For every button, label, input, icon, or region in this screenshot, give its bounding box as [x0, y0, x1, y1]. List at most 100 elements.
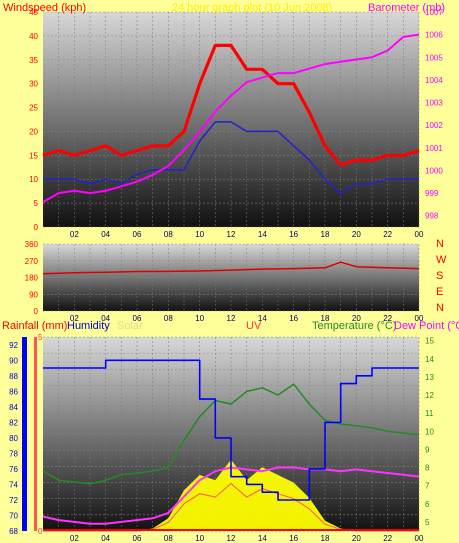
top-x-tick-label: 02	[70, 230, 79, 239]
temperature-tick-label: 13	[425, 373, 434, 382]
windspeed-tick-label: 40	[29, 32, 38, 41]
barometer-tick-label: 1007	[425, 8, 443, 17]
top-x-tick-label: 00	[415, 230, 424, 239]
direction-letter-s: S	[436, 270, 444, 282]
mid-x-tick-label: 16	[289, 314, 298, 323]
top-x-tick-label: 06	[133, 230, 142, 239]
mid-x-tick-label: 06	[133, 314, 142, 323]
mid-x-tick-label: 04	[101, 314, 110, 323]
humidity-tick-label: 90	[9, 356, 18, 365]
humidity-tick-label: 92	[9, 341, 18, 350]
temperature-tick-label: 9	[425, 445, 430, 454]
rain-tick-label: 5	[38, 333, 43, 342]
temperature-tick-label: 15	[425, 337, 434, 346]
mid-x-tick-label: 22	[383, 314, 392, 323]
dew-point-axis-label: Dew Point (°C)	[394, 320, 459, 332]
barometer-tick-label: 999	[425, 189, 439, 198]
wind-average-line	[43, 121, 419, 195]
bottom-x-tick-label: 04	[101, 534, 110, 543]
wind-direction-line	[42, 261, 420, 275]
bottom-x-tick-label: 18	[321, 534, 330, 543]
mid-x-tick-label: 08	[164, 314, 173, 323]
bottom-x-tick-label: 16	[289, 534, 298, 543]
direction-letter-e: E	[436, 286, 444, 298]
temperature-line	[42, 383, 420, 485]
temperature-tick-label: 10	[425, 427, 434, 436]
windspeed-tick-label: 35	[29, 56, 38, 65]
bottom-x-tick-label: 22	[383, 534, 392, 543]
temperature-tick-label: 8	[425, 464, 430, 473]
temperature-tick-label: 12	[425, 391, 434, 400]
windspeed-tick-label: 15	[29, 151, 38, 160]
barometer-tick-label: 1002	[425, 121, 443, 130]
solar-scale-bar	[22, 337, 27, 531]
bottom-x-tick-label: 08	[164, 534, 173, 543]
direction-letter-n: N	[436, 238, 444, 250]
chart-title: 24 hour graph plot (10 Jun 2008)	[172, 2, 333, 14]
barometer-axis-label: Barometer (mb)	[368, 2, 446, 14]
humidity-tick-label: 78	[9, 449, 18, 458]
windspeed-tick-label: 30	[29, 80, 38, 89]
mid-x-tick-label: 12	[227, 314, 236, 323]
direction-tick-label: 270	[25, 257, 39, 266]
direction-tick-label: 180	[25, 274, 39, 283]
bottom-x-tick-label: 14	[258, 534, 267, 543]
barometer-tick-label: 1004	[425, 76, 443, 85]
top-x-tick-label: 20	[352, 230, 361, 239]
top-x-tick-label: 04	[101, 230, 110, 239]
top-x-tick-label: 08	[164, 230, 173, 239]
windspeed-tick-label: 45	[29, 8, 38, 17]
mid-x-tick-label: 18	[321, 314, 330, 323]
direction-letter-w: W	[436, 254, 447, 266]
barometer-tick-label: 1006	[425, 31, 443, 40]
humidity-tick-label: 82	[9, 418, 18, 427]
direction-tick-label: 0	[34, 307, 39, 316]
temperature-axis-label: Temperature (°C)	[312, 320, 397, 332]
humidity-tick-label: 80	[9, 434, 18, 443]
barometer-tick-label: 1000	[425, 166, 443, 175]
humidity-line	[43, 359, 419, 501]
mid-x-tick-label: 00	[415, 314, 424, 323]
top-x-tick-label: 12	[227, 230, 236, 239]
windspeed-tick-label: 25	[29, 104, 38, 113]
wind-gust-line	[42, 43, 420, 167]
rain-tick-label: 0	[38, 527, 43, 536]
humidity-tick-label: 72	[9, 496, 18, 505]
temperature-tick-label: 7	[425, 482, 430, 491]
direction-letter-n-bottom: N	[436, 302, 444, 314]
rainfall-axis-label: Rainfall (mm)	[2, 320, 68, 332]
top-x-tick-label: 16	[289, 230, 298, 239]
temperature-tick-label: 14	[425, 355, 434, 364]
humidity-tick-label: 70	[9, 511, 18, 520]
uv-axis-label: UV	[246, 320, 262, 332]
bottom-x-tick-label: 00	[415, 534, 424, 543]
humidity-tick-label: 84	[9, 403, 18, 412]
mid-x-tick-label: 20	[352, 314, 361, 323]
top-x-tick-label: 10	[195, 230, 204, 239]
barometer-tick-label: 1003	[425, 99, 443, 108]
mid-x-tick-label: 02	[70, 314, 79, 323]
solar-axis-label: Solar	[117, 320, 143, 332]
barometer-tick-label: 1005	[425, 53, 443, 62]
direction-tick-label: 90	[29, 290, 38, 299]
bottom-x-tick-label: 10	[195, 534, 204, 543]
mid-x-tick-label: 10	[195, 314, 204, 323]
humidity-tick-label: 74	[9, 480, 18, 489]
windspeed-tick-label: 0	[34, 223, 39, 232]
top-x-tick-label: 18	[321, 230, 330, 239]
direction-tick-label: 360	[25, 240, 39, 249]
bottom-x-tick-label: 20	[352, 534, 361, 543]
solar-area	[43, 459, 419, 531]
windspeed-tick-label: 5	[34, 199, 39, 208]
humidity-tick-label: 76	[9, 465, 18, 474]
windspeed-axis-label: Windspeed (kph)	[3, 2, 87, 14]
bottom-x-tick-label: 06	[133, 534, 142, 543]
barometer-tick-label: 1001	[425, 144, 443, 153]
temperature-tick-label: 5	[425, 518, 430, 527]
barometer-tick-label: 998	[425, 212, 439, 221]
top-x-tick-label: 14	[258, 230, 267, 239]
humidity-tick-label: 68	[9, 527, 18, 536]
humidity-tick-label: 86	[9, 387, 18, 396]
humidity-axis-label: Humidity	[67, 320, 110, 332]
